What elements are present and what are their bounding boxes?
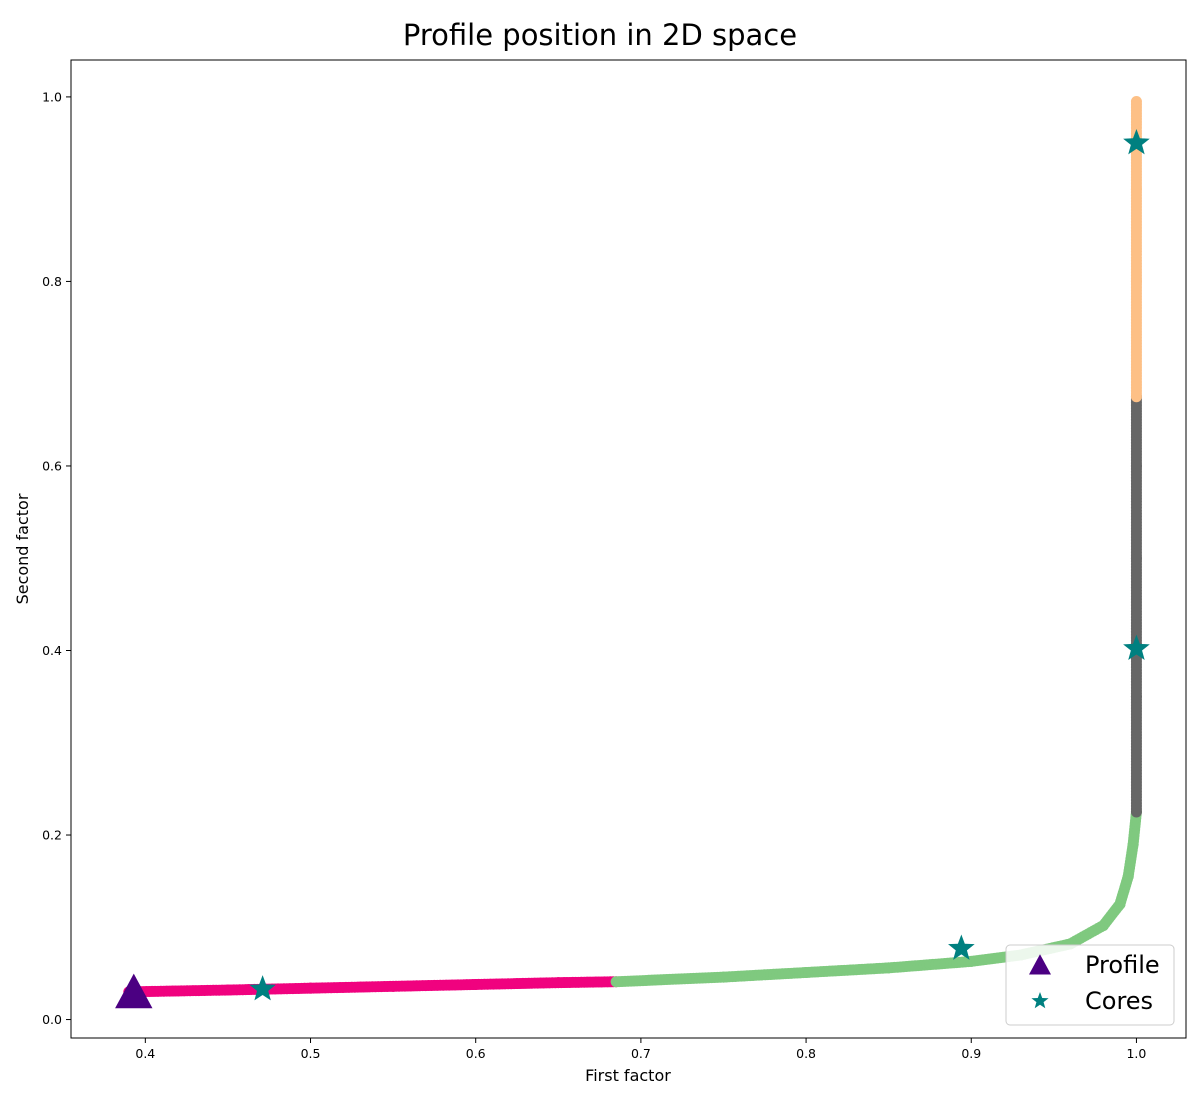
x-axis-label: First factor xyxy=(585,1066,671,1085)
x-axis: 0.4 0.5 0.6 0.7 0.8 0.9 1.0 xyxy=(135,1038,1146,1061)
y-axis-label: Second factor xyxy=(13,493,32,604)
profile-series xyxy=(115,973,153,1009)
x-tick-label-4: 0.8 xyxy=(796,1046,816,1061)
cluster-orange-point-102 xyxy=(1130,96,1142,108)
y-tick-label-3: 0.6 xyxy=(42,458,62,473)
plot-area xyxy=(115,96,1150,1009)
core-marker-2 xyxy=(1123,634,1150,660)
x-tick-label-0: 0.4 xyxy=(135,1046,155,1061)
y-tick-label-2: 0.4 xyxy=(42,643,62,658)
core-marker-3 xyxy=(1123,129,1150,155)
chart-title: Profile position in 2D space xyxy=(403,18,797,52)
x-tick-label-2: 0.6 xyxy=(466,1046,486,1061)
y-tick-label-0: 0.0 xyxy=(42,1012,62,1027)
y-tick-label-4: 0.8 xyxy=(42,274,62,289)
core-marker-0 xyxy=(249,975,276,1001)
legend-label-profile: Profile xyxy=(1085,951,1160,979)
x-tick-label-1: 0.5 xyxy=(301,1046,321,1061)
x-tick-label-3: 0.7 xyxy=(631,1046,651,1061)
legend-cores-star-icon xyxy=(1031,992,1049,1009)
x-tick-label-6: 1.0 xyxy=(1126,1046,1146,1061)
y-tick-label-5: 1.0 xyxy=(42,89,62,104)
legend: Profile Cores xyxy=(1005,944,1175,1026)
legend-label-cores: Cores xyxy=(1085,987,1153,1015)
y-axis: 0.0 0.2 0.4 0.6 0.8 1.0 xyxy=(42,89,71,1027)
x-tick-label-5: 0.9 xyxy=(961,1046,981,1061)
profile-marker-0 xyxy=(115,973,153,1009)
y-tick-label-1: 0.2 xyxy=(42,828,62,843)
legend-profile-triangle-icon xyxy=(1029,954,1051,975)
cluster-gray xyxy=(1130,391,1142,818)
core-marker-1 xyxy=(948,934,975,960)
cluster-pink xyxy=(123,976,622,998)
cores-series xyxy=(249,129,1150,1001)
cluster-orange xyxy=(1130,96,1142,403)
legend-box xyxy=(1005,944,1175,1026)
plot-frame xyxy=(70,59,1187,1039)
